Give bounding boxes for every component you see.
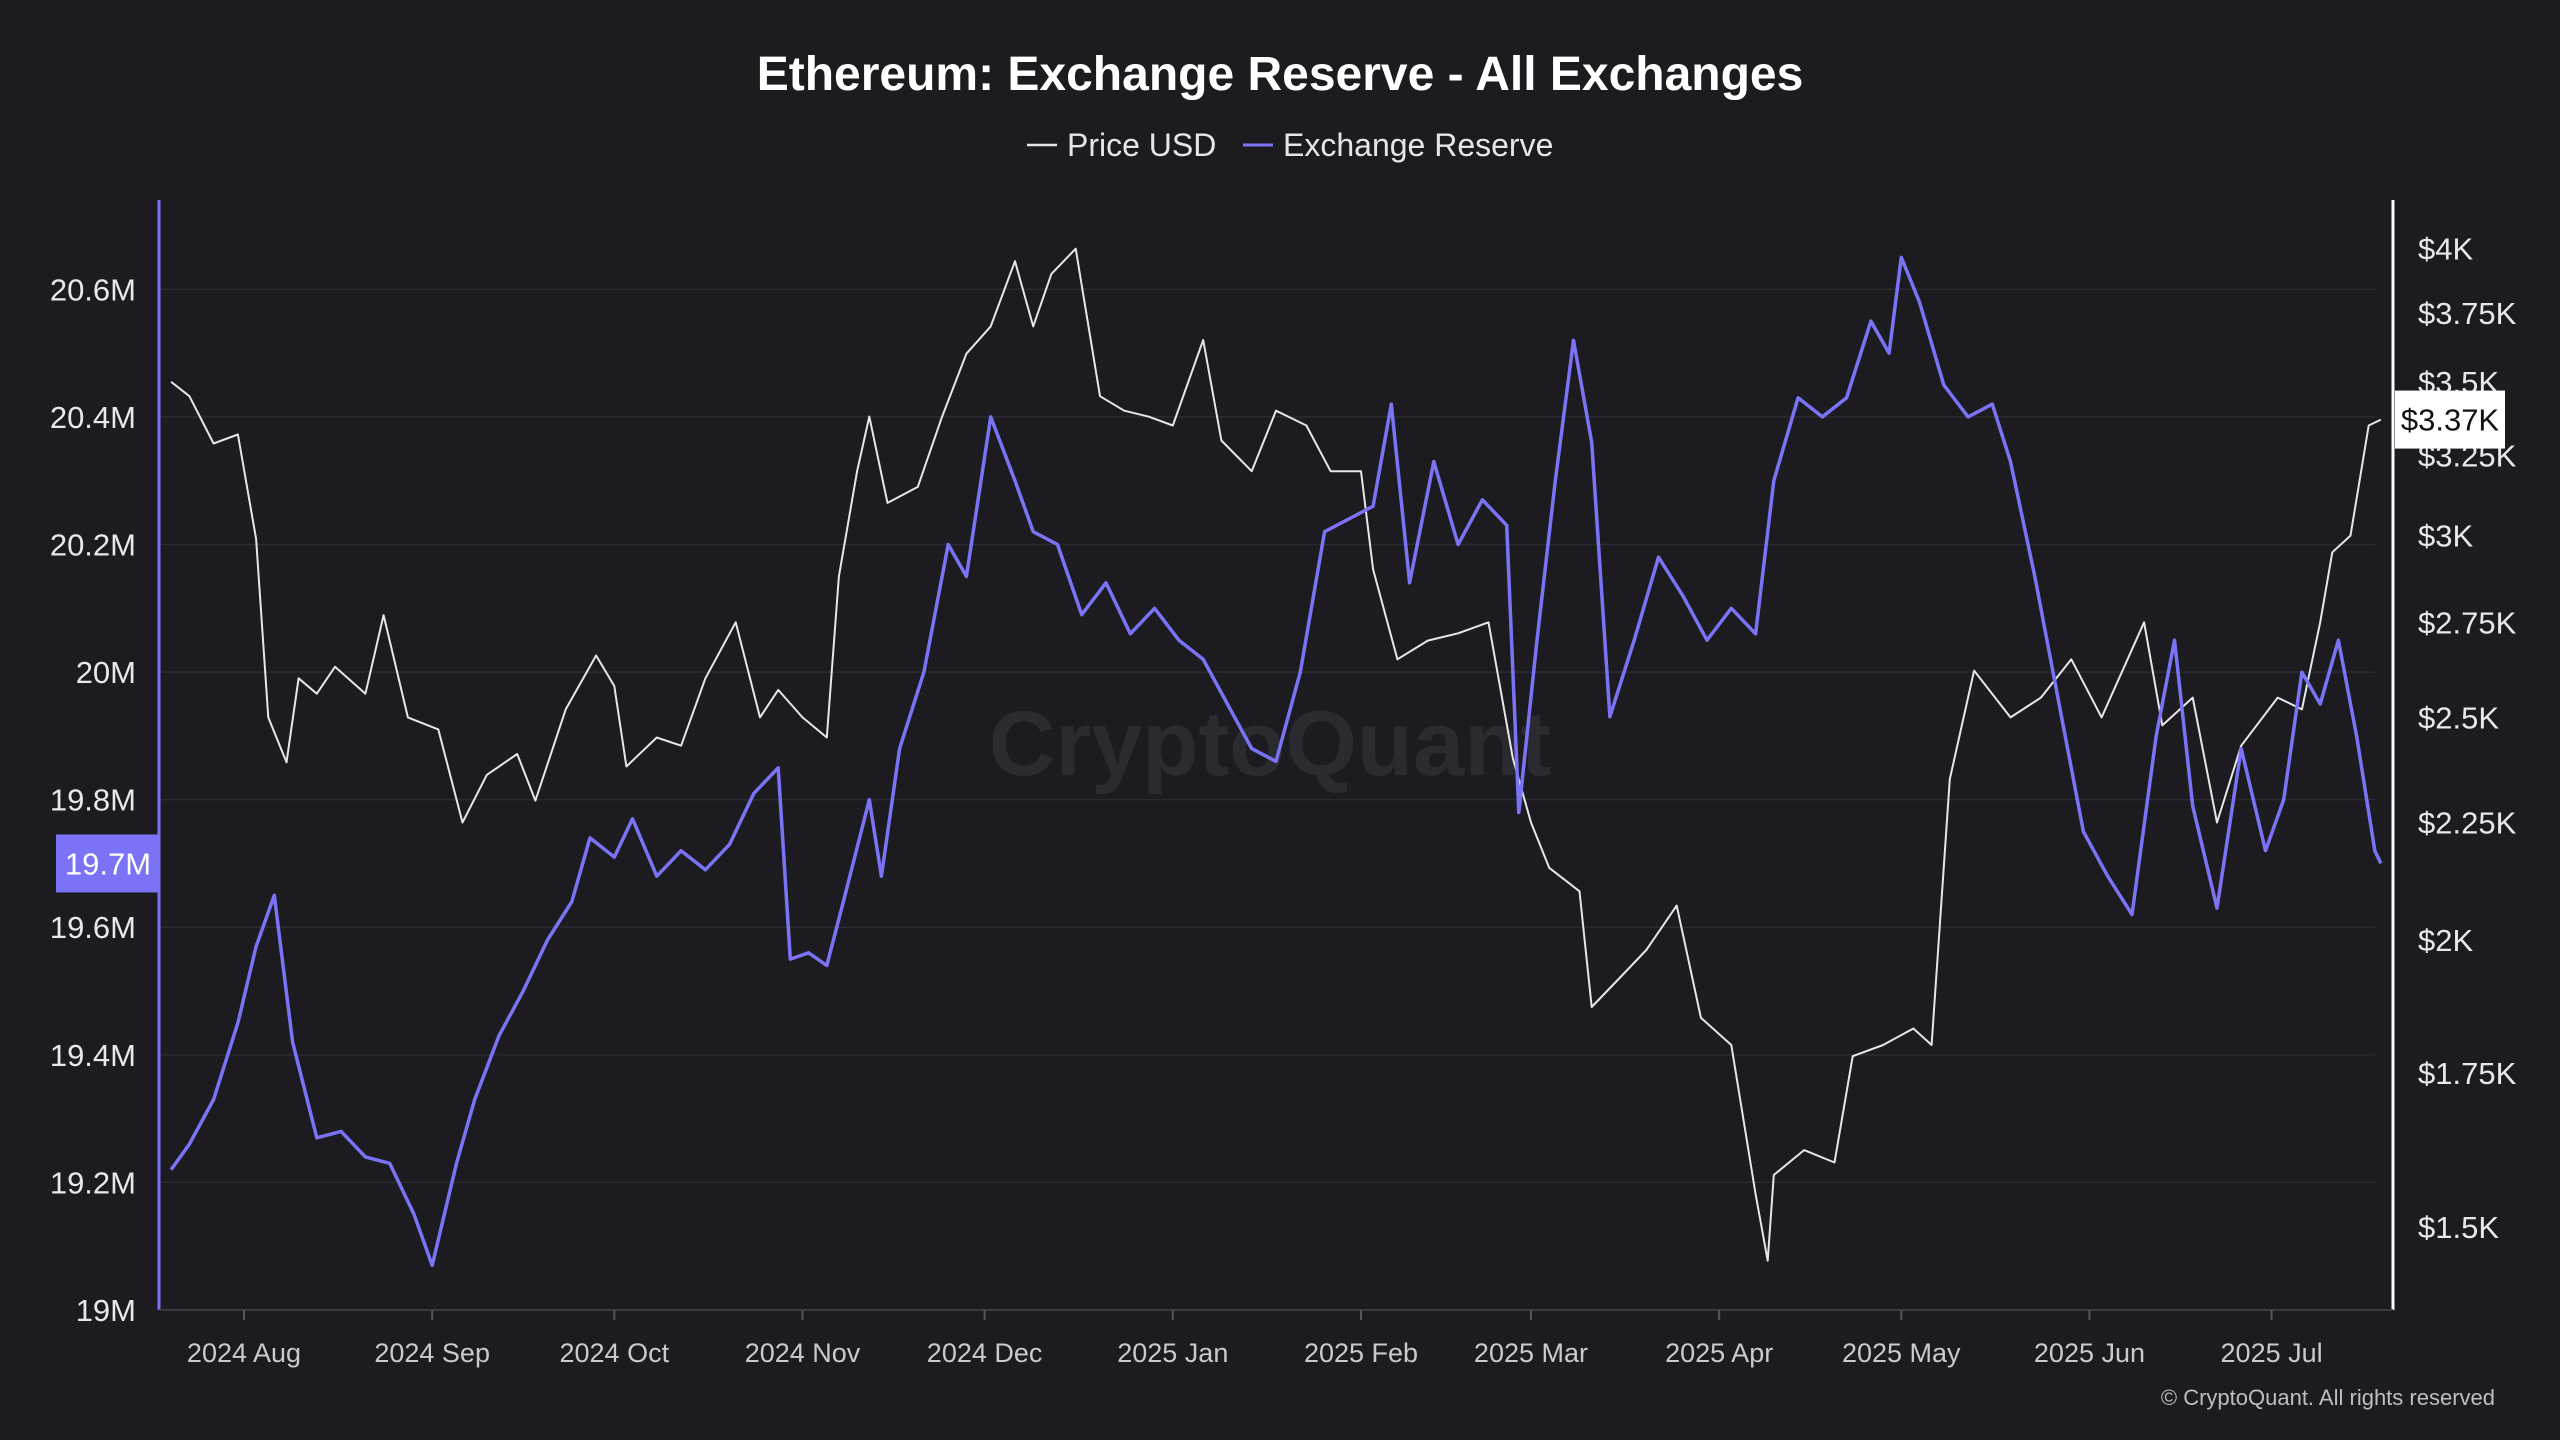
right-tick-label: $3.75K (2418, 296, 2517, 331)
x-tick-label: 2024 Aug (187, 1338, 301, 1368)
left-tick-label: 20.2M (50, 527, 136, 562)
watermark-text: CryptoQuant (989, 693, 1551, 795)
x-tick-label: 2025 Jul (2221, 1338, 2323, 1368)
right-tick-label: $3K (2418, 519, 2473, 554)
left-tick-label: 20M (76, 655, 136, 690)
current-value-badge-price: $3.37K (2395, 390, 2505, 449)
right-tick-label: $1.75K (2418, 1056, 2517, 1091)
series-line-exchange-reserve (169, 255, 2383, 1268)
left-tick-label: 19.2M (50, 1165, 136, 1200)
x-tick-label: 2024 Nov (745, 1338, 861, 1368)
x-tick-label: 2025 May (1842, 1338, 1961, 1368)
grid-lines (159, 288, 2375, 1184)
right-tick-label: $2.25K (2418, 805, 2517, 840)
left-tick-label: 20.4M (50, 400, 136, 435)
left-tick-label: 19.8M (50, 783, 136, 818)
current-value-badge-reserve: 19.7M (56, 834, 160, 893)
chart-title: Ethereum: Exchange Reserve - All Exchang… (757, 48, 1804, 101)
left-axis-ticks: 19M 19.2M 19.4M 19.6M 19.8M 20M 20.2M 20.4M 20.6… (50, 272, 136, 1328)
x-tick-label: 2024 Sep (374, 1338, 490, 1368)
current-value-price: $3.37K (2401, 403, 2500, 438)
x-tick-label: 2024 Oct (560, 1338, 670, 1368)
left-tick-label: 19M (76, 1293, 136, 1328)
series-line-price-usd (170, 247, 2382, 1262)
right-tick-label: $2.75K (2418, 605, 2517, 640)
right-tick-label: $4K (2418, 232, 2473, 267)
left-tick-label: 19.4M (50, 1038, 136, 1073)
right-axis-ticks: $1.5K$1.75K$2K$2.25K$2.5K$2.75K$3K$3.25K… (2418, 232, 2517, 1245)
legend-label-reserve[interactable]: Exchange Reserve (1283, 127, 1553, 163)
legend-label-price[interactable]: Price USD (1067, 127, 1216, 163)
legend: Price USD Exchange Reserve (1027, 127, 1553, 163)
x-tick-label: 2025 Mar (1474, 1338, 1588, 1368)
x-axis-ticks: 2024 Aug 2024 Sep 2024 Oct 2024 Nov 2024 Dec… (187, 1310, 2323, 1368)
left-tick-label: 19.6M (50, 910, 136, 945)
right-tick-label: $1.5K (2418, 1210, 2499, 1245)
x-tick-label: 2024 Dec (927, 1338, 1043, 1368)
current-value-reserve: 19.7M (65, 846, 151, 881)
left-tick-label: 20.6M (50, 272, 136, 307)
x-tick-label: 2025 Feb (1304, 1338, 1418, 1368)
x-tick-label: 2025 Jan (1117, 1338, 1228, 1368)
copyright-text: © CryptoQuant. All rights reserved (2161, 1385, 2495, 1410)
x-tick-label: 2025 Apr (1665, 1338, 1773, 1368)
right-tick-label: $2.5K (2418, 700, 2499, 735)
right-tick-label: $2K (2418, 923, 2473, 958)
x-tick-label: 2025 Jun (2034, 1338, 2145, 1368)
